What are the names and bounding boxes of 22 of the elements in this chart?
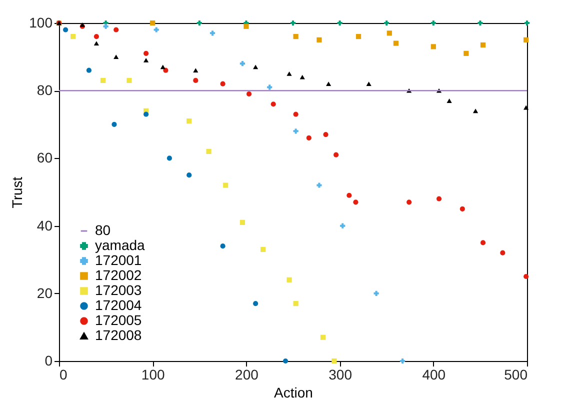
y-tick-label: 60 xyxy=(36,150,53,166)
x-tick-label: 100 xyxy=(141,366,165,382)
x-tick-label: 500 xyxy=(504,366,528,382)
x-tick-label: 200 xyxy=(235,366,259,382)
y-axis-title: Trust xyxy=(9,176,26,208)
y-tick-label: 100 xyxy=(29,14,53,30)
legend-label: 172005 xyxy=(95,312,142,328)
y-tick-label: 40 xyxy=(36,217,53,234)
legend-label: yamada xyxy=(95,237,146,253)
x-tick-label: 300 xyxy=(328,366,352,382)
legend-label: 172008 xyxy=(95,327,142,343)
legend-label: 172003 xyxy=(95,282,142,298)
y-tick-label: 20 xyxy=(36,284,53,301)
x-tick-label: 400 xyxy=(422,366,446,382)
x-axis-title: Action xyxy=(274,384,313,400)
legend-label: 172001 xyxy=(95,252,142,268)
legend-label: 80 xyxy=(95,222,111,238)
y-tick-label: 80 xyxy=(36,82,53,98)
x-tick-label: 0 xyxy=(60,366,68,382)
legend-label: 172002 xyxy=(95,267,142,283)
legend-label: 172004 xyxy=(95,297,142,313)
y-tick-label: 0 xyxy=(44,352,53,368)
